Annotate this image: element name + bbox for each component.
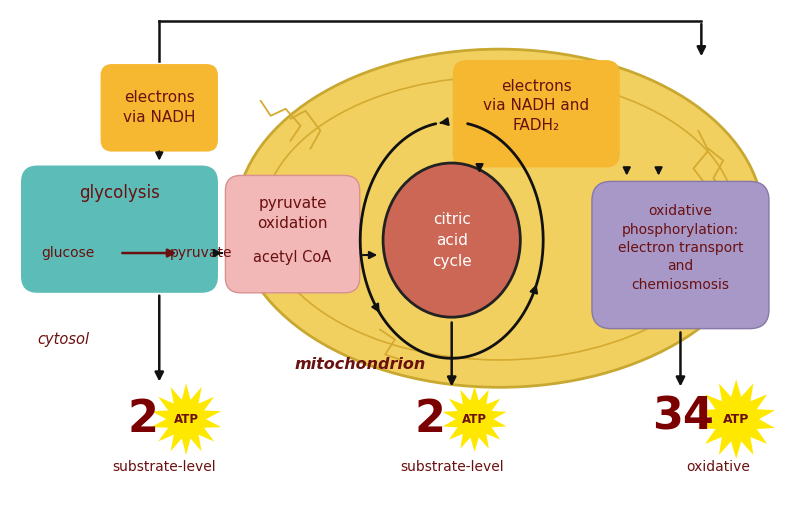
Text: 34: 34 bbox=[653, 396, 714, 439]
Text: 2: 2 bbox=[414, 398, 445, 441]
FancyBboxPatch shape bbox=[592, 181, 769, 328]
Text: acetyl CoA: acetyl CoA bbox=[253, 250, 331, 265]
Text: substrate-level: substrate-level bbox=[400, 460, 504, 474]
FancyBboxPatch shape bbox=[21, 166, 218, 293]
Text: cytosol: cytosol bbox=[37, 332, 89, 347]
FancyBboxPatch shape bbox=[100, 64, 218, 152]
Text: ATP: ATP bbox=[462, 413, 487, 426]
FancyBboxPatch shape bbox=[225, 176, 360, 293]
Ellipse shape bbox=[383, 163, 520, 317]
Text: electrons
via NADH and
FADH₂: electrons via NADH and FADH₂ bbox=[483, 79, 589, 133]
Text: ATP: ATP bbox=[174, 413, 199, 426]
Text: ATP: ATP bbox=[723, 413, 749, 426]
Text: oxidative
phosphorylation:
electron transport
and
chemiosmosis: oxidative phosphorylation: electron tran… bbox=[618, 204, 744, 292]
Polygon shape bbox=[698, 379, 775, 459]
Text: glucose: glucose bbox=[41, 246, 94, 260]
Polygon shape bbox=[151, 383, 221, 455]
Text: pyruvate
oxidation: pyruvate oxidation bbox=[257, 196, 327, 231]
Text: mitochondrion: mitochondrion bbox=[294, 357, 426, 372]
Text: substrate-level: substrate-level bbox=[112, 460, 216, 474]
Text: electrons
via NADH: electrons via NADH bbox=[123, 91, 195, 125]
Polygon shape bbox=[443, 386, 506, 452]
Text: 2: 2 bbox=[128, 398, 159, 441]
Text: glycolysis: glycolysis bbox=[79, 184, 160, 203]
Text: oxidative: oxidative bbox=[687, 460, 750, 474]
Text: pyruvate: pyruvate bbox=[170, 246, 233, 260]
Ellipse shape bbox=[236, 49, 763, 387]
FancyBboxPatch shape bbox=[452, 60, 620, 167]
Text: citric
acid
cycle: citric acid cycle bbox=[432, 211, 471, 269]
